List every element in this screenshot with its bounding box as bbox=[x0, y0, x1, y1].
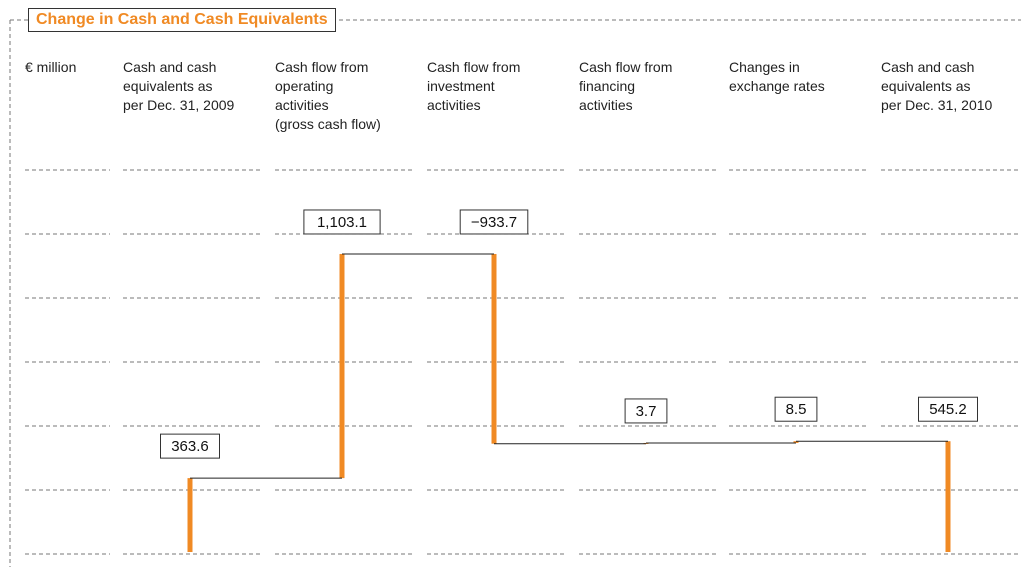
value-label-box bbox=[160, 433, 220, 459]
bar bbox=[945, 441, 951, 552]
bar bbox=[491, 253, 497, 444]
bar bbox=[339, 253, 345, 479]
category-label: Cash and cash equivalents as per Dec. 31… bbox=[123, 59, 235, 113]
category-label: Changes in exchange rates bbox=[729, 59, 825, 94]
category-label: Cash flow from operating activities (gro… bbox=[275, 59, 381, 132]
value-label-box bbox=[303, 209, 381, 235]
value-label-box bbox=[774, 396, 818, 422]
category-label: Cash and cash equivalents as per Dec. 31… bbox=[881, 59, 993, 113]
value-label: 3.7 bbox=[636, 403, 657, 420]
y-axis-label: € million bbox=[25, 59, 77, 75]
value-label: −933.7 bbox=[471, 214, 517, 231]
value-label: 1,103.1 bbox=[317, 214, 367, 231]
value-label-box bbox=[624, 398, 668, 424]
chart-title: Change in Cash and Cash Equivalents bbox=[28, 8, 336, 32]
value-label-box bbox=[918, 396, 978, 422]
value-label: 545.2 bbox=[929, 401, 967, 418]
category-label: Cash flow from investment activities bbox=[427, 59, 521, 113]
value-label: 8.5 bbox=[786, 401, 807, 418]
bar bbox=[187, 478, 193, 552]
category-label: Cash flow from financing activities bbox=[579, 59, 673, 113]
value-label-box bbox=[459, 209, 529, 235]
value-label: 363.6 bbox=[171, 438, 209, 455]
bar bbox=[793, 441, 799, 443]
